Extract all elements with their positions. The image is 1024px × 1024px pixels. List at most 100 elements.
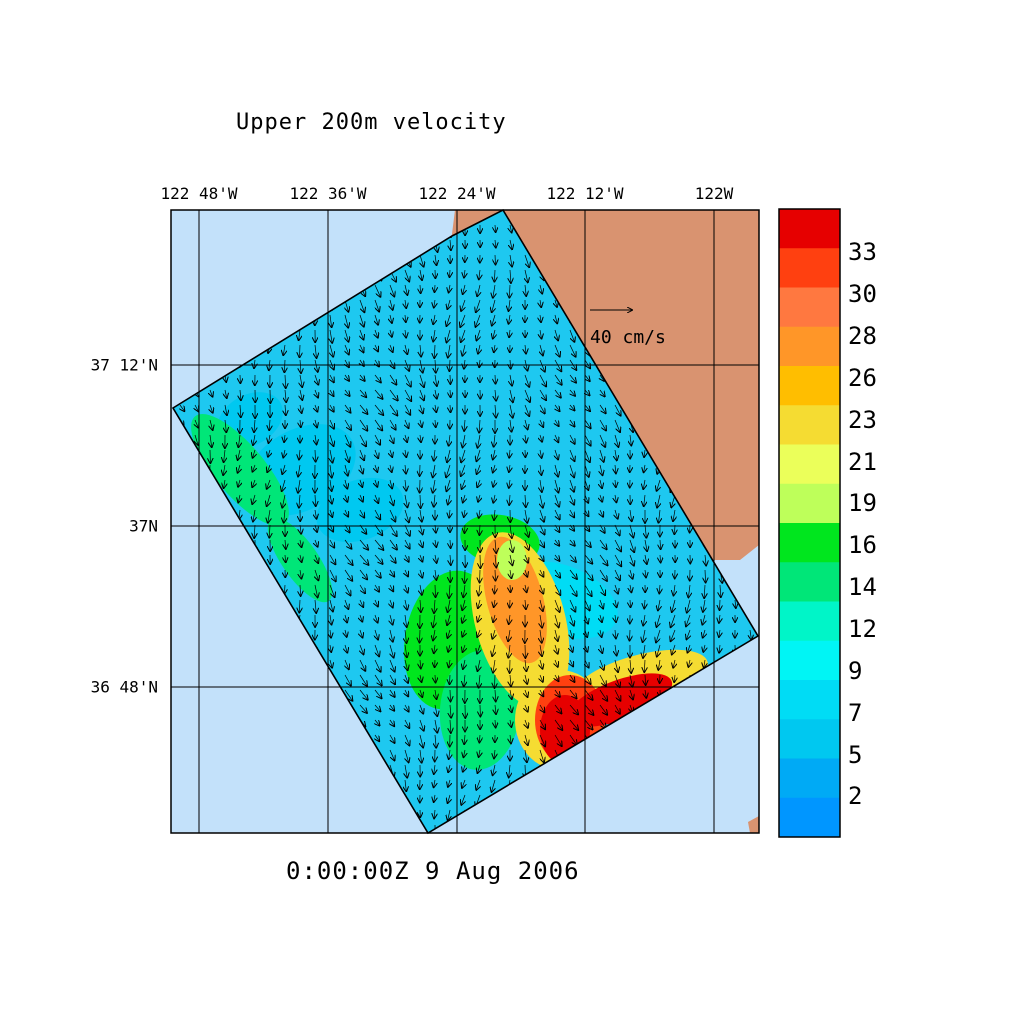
velocity-vector (600, 449, 604, 462)
velocity-vector (599, 674, 606, 686)
velocity-vector (510, 704, 512, 712)
velocity-vector (253, 464, 256, 472)
colorbar-segment (779, 523, 840, 563)
velocity-vector (448, 779, 450, 787)
velocity-vector (225, 404, 227, 415)
velocity-vector (495, 554, 496, 567)
velocity-vector (285, 539, 286, 549)
velocity-vector (554, 374, 562, 385)
velocity-vector (569, 569, 577, 579)
velocity-vector (509, 494, 510, 505)
velocity-vector (540, 494, 543, 508)
velocity-vector (268, 449, 270, 457)
velocity-vector (405, 329, 406, 338)
velocity-vector (420, 539, 423, 547)
velocity-vector (447, 329, 451, 342)
velocity-vector (390, 599, 393, 607)
velocity-vector (344, 689, 352, 701)
velocity-vector (476, 779, 480, 790)
velocity-vector (554, 389, 561, 398)
velocity-vector (434, 599, 435, 613)
velocity-vector (630, 674, 633, 687)
velocity-vector (434, 764, 435, 774)
velocity-vector (493, 764, 495, 775)
velocity-vector (584, 359, 590, 368)
velocity-vector (600, 509, 603, 517)
velocity-vector (495, 404, 496, 418)
velocity-vector (510, 404, 513, 418)
velocity-vector (330, 374, 334, 382)
colorbar-label-33: 33 (848, 238, 877, 266)
velocity-vector (570, 389, 575, 396)
velocity-vector (344, 419, 351, 430)
velocity-vector (375, 344, 378, 351)
velocity-vector (508, 644, 510, 658)
velocity-vector (645, 539, 647, 551)
velocity-vector (433, 464, 435, 477)
velocity-vector (584, 704, 593, 715)
velocity-vector (629, 539, 634, 552)
velocity-vector (585, 494, 588, 503)
velocity-vector (570, 674, 575, 682)
velocity-vector (359, 659, 365, 671)
velocity-vector (584, 419, 591, 428)
velocity-vector (300, 584, 301, 596)
velocity-vector (584, 539, 591, 547)
velocity-vector (493, 449, 495, 459)
velocity-vector (420, 359, 423, 373)
velocity-vector (495, 689, 496, 701)
velocity-vector (600, 494, 602, 502)
velocity-vector (719, 629, 720, 637)
velocity-vector (360, 344, 364, 352)
colorbar-label-2: 2 (848, 782, 863, 810)
velocity-vector (450, 539, 451, 548)
velocity-vector (479, 674, 480, 688)
velocity-vector (495, 224, 496, 232)
velocity-vector (508, 629, 510, 641)
velocity-vector (540, 659, 543, 669)
velocity-vector (614, 569, 620, 580)
velocity-vector (569, 449, 575, 461)
velocity-vector (525, 344, 526, 354)
velocity-vector (509, 299, 511, 311)
velocity-vector (315, 449, 316, 462)
velocity-vector (405, 479, 406, 491)
velocity-vector (360, 494, 363, 502)
colorbar-segment (779, 366, 840, 406)
velocity-vector (493, 614, 495, 622)
velocity-vector (555, 314, 557, 323)
velocity-vector (479, 419, 480, 433)
lon-tick-5: 122W (694, 184, 734, 203)
velocity-vector (434, 449, 435, 461)
velocity-vector (539, 359, 545, 372)
velocity-vector (463, 764, 465, 772)
velocity-vector (463, 284, 465, 294)
velocity-vector (614, 689, 620, 701)
velocity-vector (420, 524, 423, 534)
velocity-vector (404, 374, 411, 387)
lon-tick-3: 122 24'W (418, 184, 496, 203)
velocity-vector (671, 614, 676, 627)
velocity-vector (359, 584, 365, 593)
colorbar-label-9: 9 (848, 657, 863, 685)
velocity-vector (359, 569, 367, 579)
velocity-vector (630, 599, 631, 607)
velocity-vector (374, 404, 383, 415)
velocity-vector (345, 329, 349, 342)
velocity-vector (253, 434, 255, 445)
velocity-vector (599, 704, 607, 715)
velocity-vector (330, 629, 331, 638)
velocity-vector (284, 434, 285, 442)
velocity-vector (253, 449, 255, 458)
velocity-vector (479, 269, 480, 279)
velocity-vector (359, 419, 367, 431)
velocity-vector (462, 614, 465, 623)
velocity-vector (448, 764, 450, 772)
velocity-vector (570, 614, 574, 626)
velocity-vector (674, 524, 675, 534)
velocity-vector (495, 674, 496, 688)
colorbar-segment (779, 758, 840, 799)
velocity-vector (540, 479, 542, 492)
velocity-vector (405, 269, 409, 281)
velocity-vector (359, 689, 368, 700)
